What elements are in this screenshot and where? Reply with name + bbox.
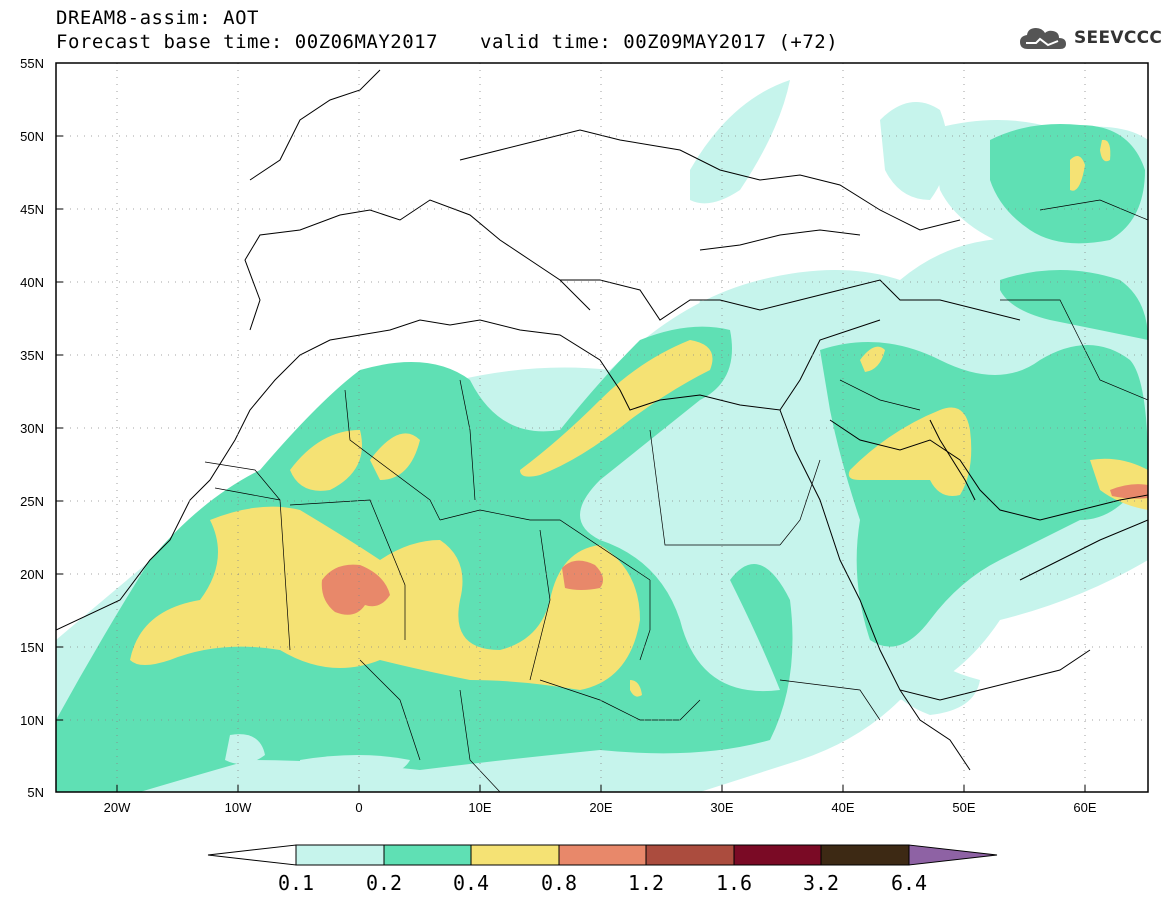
seevccc-logo: SEEVCCC (1018, 25, 1162, 51)
lon-labels: 20W 10W 0 10E 20E 30E 40E 50E 60E (104, 800, 1097, 815)
lon-label-60e: 60E (1073, 800, 1096, 815)
colorbar (207, 844, 998, 866)
colorbar-segment-1 (295, 844, 385, 866)
colorbar-label-1-2: 1.2 (628, 871, 664, 895)
lat-label-25n: 25N (20, 494, 44, 509)
lat-label-50n: 50N (20, 129, 44, 144)
lon-label-10e: 10E (468, 800, 491, 815)
lon-label-20e: 20E (589, 800, 612, 815)
lat-label-10n: 10N (20, 713, 44, 728)
lat-label-15n: 15N (20, 640, 44, 655)
lat-label-20n: 20N (20, 567, 44, 582)
lat-label-5n: 5N (27, 785, 44, 800)
colorbar-label-3-2: 3.2 (803, 871, 839, 895)
colorbar-labels: 0.1 0.2 0.4 0.8 1.2 1.6 3.2 6.4 (278, 871, 927, 895)
lat-label-40n: 40N (20, 275, 44, 290)
colorbar-label-0-2: 0.2 (366, 871, 402, 895)
lon-label-20w: 20W (104, 800, 131, 815)
colorbar-segment-4 (558, 844, 647, 866)
forecast-base-time: Forecast base time: 00Z06MAY2017 (56, 31, 439, 53)
lon-label-50e: 50E (952, 800, 975, 815)
colorbar-label-0-4: 0.4 (453, 871, 489, 895)
lat-label-45n: 45N (20, 202, 44, 217)
colorbar-label-0-8: 0.8 (541, 871, 577, 895)
valid-time: valid time: 00Z09MAY2017 (+72) (480, 31, 839, 53)
colorbar-label-6-4: 6.4 (891, 871, 927, 895)
colorbar-segment-3 (470, 844, 560, 866)
logo-text: SEEVCCC (1074, 28, 1163, 48)
aot-field (56, 80, 1148, 792)
map-title: DREAM8-assim: AOT (56, 7, 259, 29)
lat-label-35n: 35N (20, 348, 44, 363)
cloud-icon (1020, 28, 1066, 49)
lat-label-30n: 30N (20, 421, 44, 436)
coastlines (56, 69, 1148, 771)
lat-label-55n: 55N (20, 56, 44, 71)
colorbar-label-1-6: 1.6 (716, 871, 752, 895)
colorbar-label-0-1: 0.1 (278, 871, 314, 895)
gridlines (56, 63, 1148, 792)
tick-marks (56, 135, 1086, 792)
colorbar-arrow-high (908, 844, 998, 866)
lon-label-10w: 10W (225, 800, 252, 815)
colorbar-segment-6 (733, 844, 822, 866)
lon-label-30e: 30E (710, 800, 733, 815)
colorbar-arrow-low (207, 844, 297, 866)
country-borders (204, 199, 1148, 792)
lat-labels: 55N 50N 45N 40N 35N 30N 25N 20N 15N 10N … (20, 56, 44, 800)
colorbar-segment-7 (820, 844, 910, 866)
lon-label-0: 0 (355, 800, 362, 815)
colorbar-segment-5 (645, 844, 735, 866)
lon-label-40e: 40E (831, 800, 854, 815)
colorbar-segment-2 (383, 844, 472, 866)
